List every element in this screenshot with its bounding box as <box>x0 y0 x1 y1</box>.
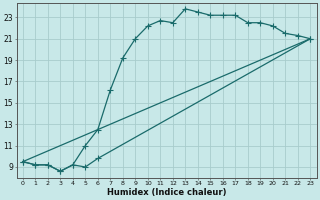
X-axis label: Humidex (Indice chaleur): Humidex (Indice chaleur) <box>107 188 226 197</box>
